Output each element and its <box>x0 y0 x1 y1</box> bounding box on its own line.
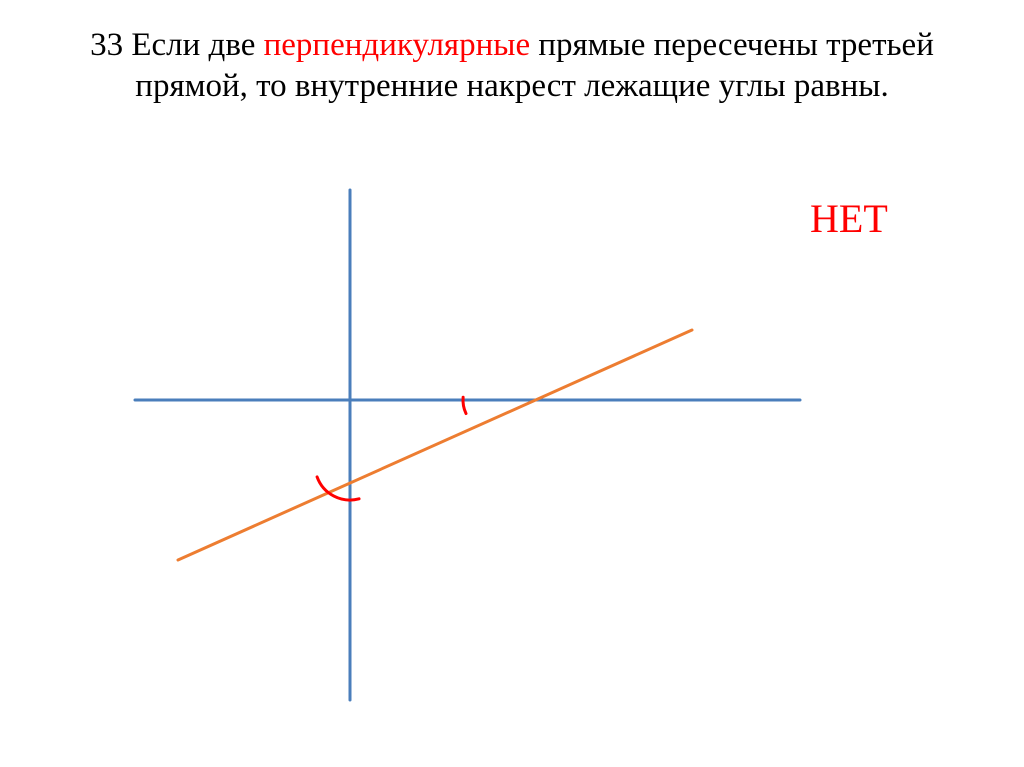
diagram-svg <box>0 0 1024 767</box>
geometry-diagram <box>0 0 1024 767</box>
